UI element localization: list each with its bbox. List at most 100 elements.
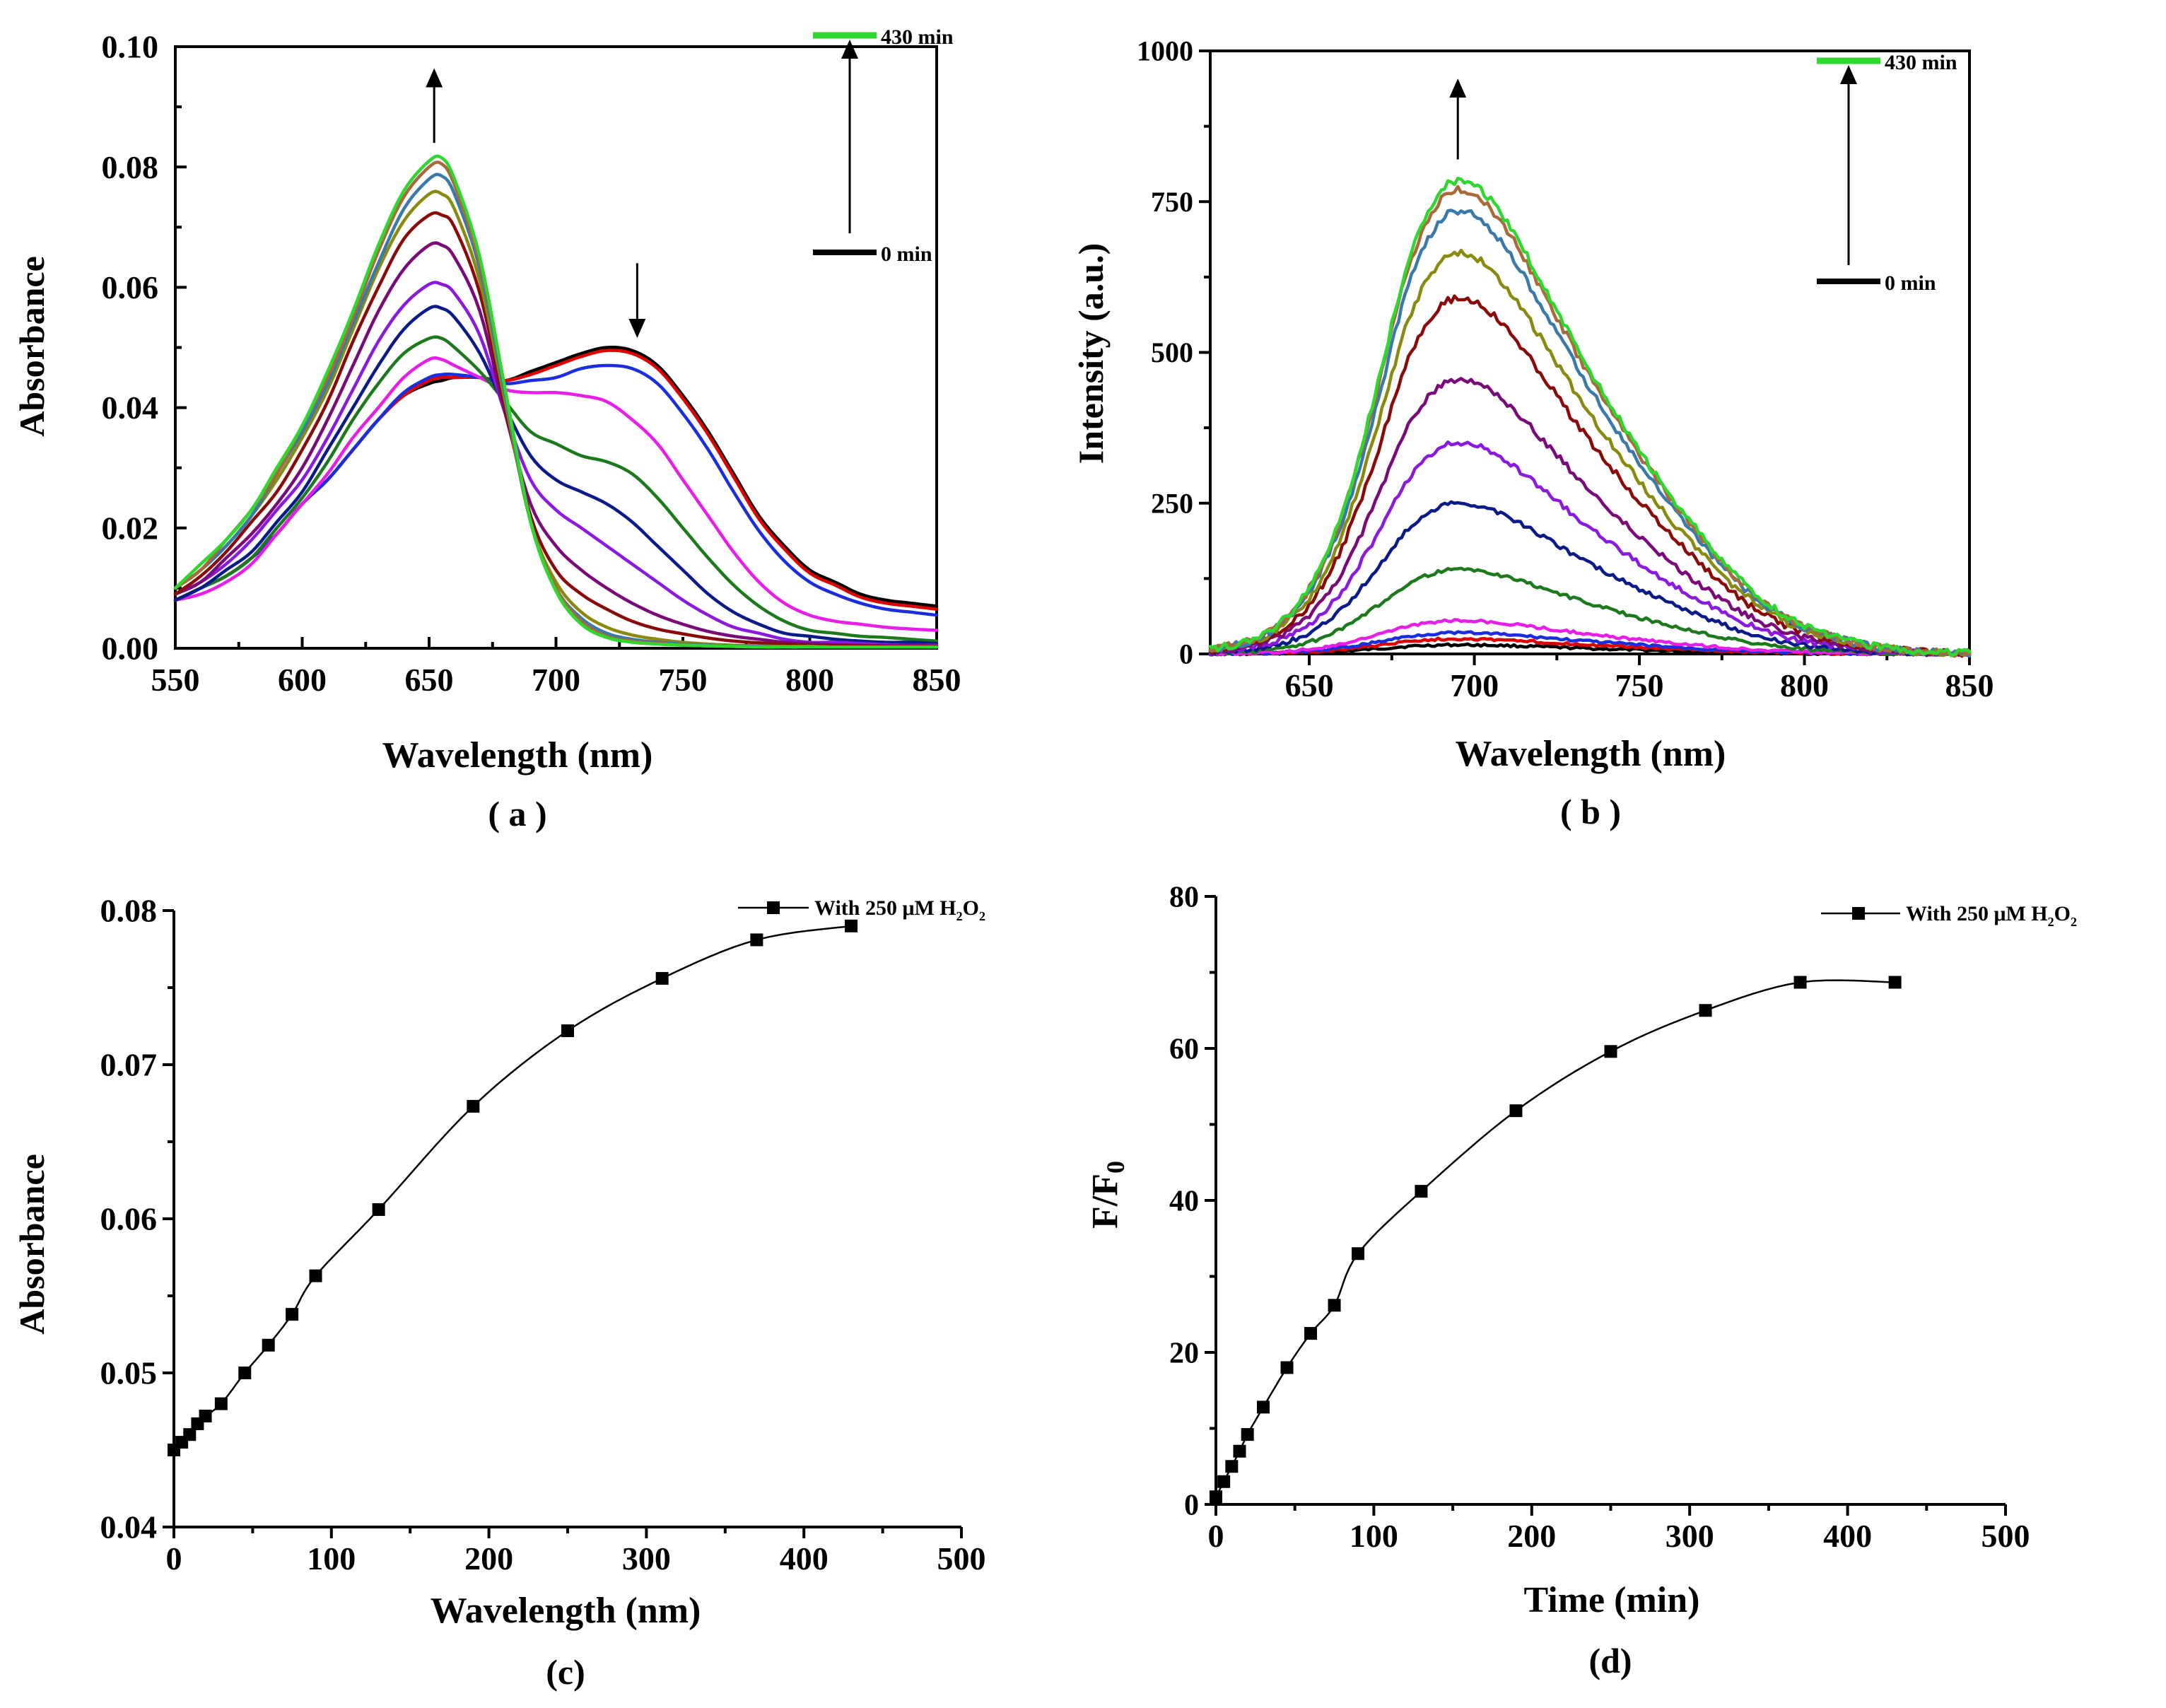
- panel-c-legend-sub1: 2: [956, 909, 963, 923]
- panel-a-plot-area: 550 600 650 700 750 800 850 0.00 0.02 0.04 0.06 0.0…: [102, 29, 961, 698]
- panel-d-data-point-4: [1241, 1428, 1254, 1441]
- panel-c-data-point-11: [467, 1099, 480, 1113]
- panel-d-legend-sub2: 2: [2071, 915, 2077, 929]
- panel-b-y-tick-label-2: 500: [1151, 337, 1193, 368]
- panel-c-data-point-7: [262, 1338, 275, 1352]
- panel-c-x-tick-label-3: 300: [622, 1540, 671, 1577]
- panel-c-absorbance-kinetics: Absorbance Wavelength (nm) (c) 0 100 200 30…: [12, 893, 986, 1692]
- panel-a-x-tick-label-4: 750: [659, 662, 708, 698]
- panel-b-legend: 430 min 0 min: [1817, 51, 1957, 295]
- panel-a-frame: [174, 45, 938, 650]
- panel-c-y-tick-label-2: 0.06: [100, 1201, 158, 1237]
- panel-a-x-tick-label-0: 550: [151, 662, 200, 698]
- panel-d-x-tick-label-3: 300: [1666, 1518, 1714, 1554]
- panel-c-label: (c): [546, 1652, 585, 1692]
- panel-a-x-tick-label-3: 700: [532, 662, 580, 698]
- panel-a-series-45-min: [173, 305, 939, 645]
- panel-d-data-point-11: [1509, 1104, 1523, 1118]
- panel-c-legend-sub2: 2: [979, 909, 985, 923]
- panel-d-data-point-5: [1257, 1400, 1270, 1414]
- panel-b-y-tick-label-0: 0: [1179, 638, 1193, 670]
- panel-b-plot-area: 650 700 750 800 850 0 250 500 750 1000: [1137, 35, 1994, 703]
- panel-b-legend-0min-label: 0 min: [1885, 271, 1936, 295]
- panel-c-plot-area: 0 100 200 300 400 500 0.04 0.05 0.06 0.07 0.08: [100, 893, 986, 1577]
- panel-d-data-point-7: [1304, 1327, 1318, 1340]
- panel-b-y-axis-label: Intensity (a.u.): [1071, 243, 1111, 464]
- panel-d-fluorescence-kinetics: F/F0 Time (min) (d) 0 100 200 300 400 5000204…: [1085, 881, 2077, 1680]
- panel-d-data-point-2: [1225, 1460, 1239, 1473]
- panel-a-y-tick-label-1: 0.02: [102, 510, 159, 546]
- panel-d-data-point-9: [1352, 1247, 1365, 1260]
- panel-d-plot-area: 0 100 200 300 400 500 0 20 40 60 80: [1169, 881, 2030, 1554]
- panel-c-y-tick-label-3: 0.07: [100, 1047, 158, 1083]
- panel-d-data-point-6: [1280, 1361, 1294, 1374]
- panel-a-series-310-min: [173, 160, 939, 649]
- panel-a-x-tick-label-5: 800: [785, 662, 834, 698]
- panel-c-y-tick-label-4: 0.08: [100, 893, 158, 929]
- panel-c-data-point-5: [214, 1397, 228, 1410]
- panel-c-legend-prefix: With 250 μM H: [814, 896, 956, 920]
- panel-b-series-45-min: [1208, 500, 1972, 657]
- panel-d-y-tick-label-3: 60: [1169, 1033, 1199, 1065]
- panel-d-y-axis-label-sub: 0: [1101, 1161, 1130, 1174]
- panel-c-axes: [172, 911, 961, 1528]
- panel-a-x-tick-label-6: 850: [913, 662, 961, 698]
- panel-c-data-point-2: [183, 1428, 197, 1441]
- panel-a-y-axis-label: Absorbance: [12, 256, 52, 437]
- panel-d-data-point-14: [1793, 976, 1807, 989]
- panel-a-series-30-min: [173, 335, 939, 643]
- panel-b-x-tick-label-3: 800: [1780, 667, 1829, 703]
- panel-d-data-point-10: [1415, 1185, 1428, 1198]
- panel-c-data-point-8: [286, 1308, 299, 1321]
- panel-d-data-point-12: [1604, 1045, 1617, 1058]
- panel-c-y-tick-label-1: 0.05: [100, 1355, 158, 1391]
- panel-c-data-point-6: [238, 1367, 252, 1379]
- panel-c-x-tick-label-5: 500: [937, 1540, 986, 1577]
- panel-d-y-tick-label-2: 40: [1169, 1185, 1199, 1217]
- panel-b-series-250-min: [1208, 209, 1972, 658]
- panel-d-x-tick-label-2: 200: [1507, 1518, 1556, 1554]
- panel-d-data-point-1: [1217, 1475, 1231, 1488]
- panel-c-data-point-15: [845, 919, 858, 932]
- panel-a-x-axis-label: Wavelength (nm): [382, 735, 653, 776]
- panel-c-x-tick-label-2: 200: [464, 1540, 513, 1577]
- panel-d-x-tick-label-1: 100: [1350, 1518, 1398, 1554]
- panel-b-x-tick-label-4: 850: [1945, 667, 1994, 703]
- panel-d-fit-line: [1214, 979, 1895, 1497]
- panel-b-y-tick-label-1: 250: [1151, 487, 1193, 519]
- panel-a-y-tick-label-4: 0.08: [102, 149, 159, 185]
- panel-d-y-tick-label-1: 20: [1169, 1337, 1199, 1369]
- panel-d-legend: With 250 μM H2O2: [1821, 902, 2077, 929]
- panel-c-data-point-12: [561, 1024, 574, 1038]
- panel-a-y-tick-label-5: 0.10: [102, 29, 159, 65]
- panel-a-y-tick-label-3: 0.06: [102, 269, 159, 305]
- panel-c-y-axis-label: Absorbance: [12, 1154, 52, 1335]
- panel-b-x-tick-label-0: 650: [1285, 667, 1334, 703]
- panel-c-data-point-14: [750, 933, 763, 947]
- panel-d-data-point-0: [1210, 1490, 1222, 1504]
- panel-a-y-tick-label-2: 0.04: [102, 390, 159, 426]
- panel-d-axes: [1214, 896, 2006, 1506]
- panel-b-series-190-min: [1208, 248, 1972, 657]
- panel-a-series-430-min: [173, 154, 939, 649]
- panel-c-x-tick-label-0: 0: [166, 1540, 182, 1577]
- panel-c-legend-label: With 250 μM H2O2: [814, 896, 985, 923]
- panel-a-legend: 430 min 0 min: [813, 25, 954, 266]
- panel-b-label: ( b ): [1560, 792, 1621, 831]
- panel-b-x-tick-label-1: 700: [1450, 667, 1499, 703]
- panel-c-x-tick-label-4: 400: [780, 1540, 829, 1577]
- panel-c-data-point-10: [372, 1203, 385, 1216]
- panel-a-x-tick-label-2: 650: [405, 662, 454, 698]
- panel-d-data-point-15: [1888, 976, 1902, 989]
- panel-d-data-point-13: [1699, 1004, 1712, 1017]
- panel-b-y-tick-label-3: 750: [1151, 186, 1193, 218]
- panel-d-x-tick-label-4: 400: [1823, 1518, 1872, 1554]
- panel-c-data-point-9: [309, 1269, 322, 1282]
- panel-c-x-axis-label: Wavelength (nm): [431, 1591, 701, 1631]
- panel-a-series-90-min: [173, 241, 939, 648]
- panel-a-legend-0min-label: 0 min: [881, 242, 932, 266]
- panel-d-data-point-3: [1233, 1444, 1246, 1458]
- panel-d-label: (d): [1588, 1641, 1632, 1680]
- panel-b-x-tick-label-2: 750: [1615, 667, 1664, 703]
- panel-d-x-tick-label-5: 500: [1981, 1518, 2030, 1554]
